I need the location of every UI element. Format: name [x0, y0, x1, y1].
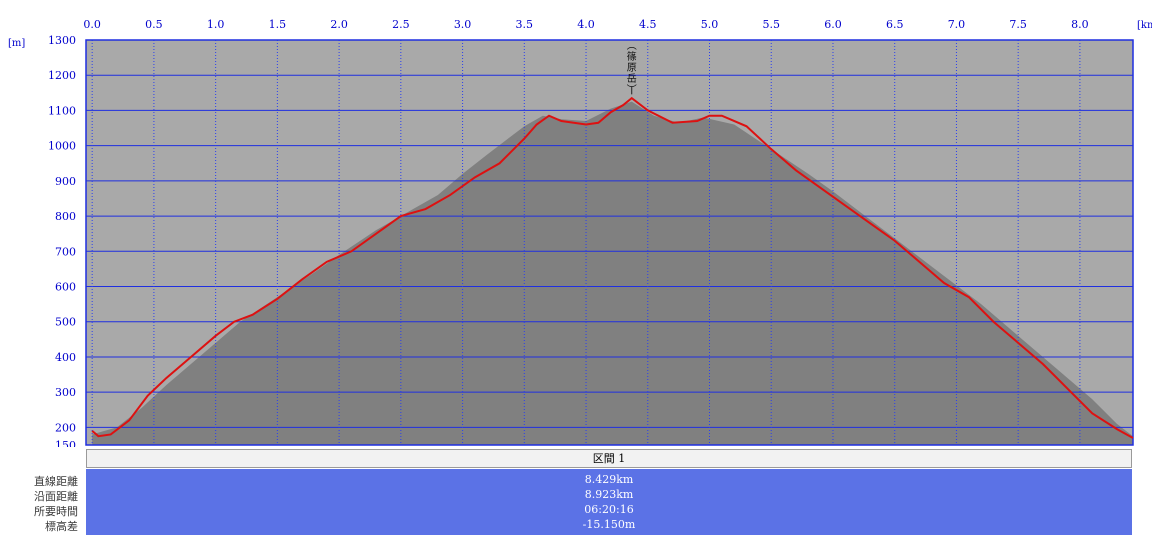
x-tick-label: 3.5 — [516, 18, 534, 31]
section-header[interactable]: 区間 1 — [86, 449, 1132, 468]
x-tick-label: 4.5 — [639, 18, 657, 31]
summit-label-char: 篠 — [627, 50, 637, 63]
x-tick-label: 7.0 — [948, 18, 966, 31]
summit-label-char: 岳 — [627, 73, 637, 85]
x-tick-label: 1.5 — [269, 18, 287, 31]
y-tick-label: 400 — [55, 351, 76, 364]
x-tick-label: 7.5 — [1009, 18, 1027, 31]
section-values-panel: 8.429km 8.923km 06:20:16 -15.150m — [86, 469, 1132, 535]
route-elevation-line — [91, 96, 1134, 439]
x-tick-label: 0.5 — [145, 18, 163, 31]
elevation-difference-label: 標高差 — [45, 520, 78, 533]
summit-label-paren-close: ︶ — [627, 84, 637, 96]
summit-label-char: 原 — [627, 62, 637, 74]
x-tick-label: 8.0 — [1071, 18, 1089, 31]
y-tick-label: 800 — [55, 210, 76, 223]
y-tick-label: 150 — [55, 439, 76, 447]
section-summary-panel: 区間 1 直線距離 沿面距離 所要時間 標高差 8.429km 8.923km … — [0, 447, 1152, 535]
x-tick-label: 6.0 — [824, 18, 842, 31]
y-unit-label: [m] — [8, 38, 25, 49]
surface-distance-label: 沿面距離 — [34, 490, 78, 503]
y-tick-label: 1200 — [48, 69, 76, 82]
x-tick-label: 6.5 — [886, 18, 904, 31]
required-time-label: 所要時間 — [34, 505, 78, 518]
x-tick-label: 2.0 — [330, 18, 348, 31]
y-tick-label: 1300 — [48, 34, 76, 47]
x-tick-label: 0.0 — [83, 18, 101, 31]
surface-distance-value: 8.923km — [584, 488, 634, 501]
elevation-profile-chart: 1300 1200 1100 1000 900 800 700 600 500 400 300 200… — [8, 18, 1152, 447]
y-tick-label: 700 — [55, 245, 76, 258]
y-tick-label: 1100 — [48, 104, 76, 117]
straight-distance-label: 直線距離 — [34, 475, 78, 488]
y-tick-label: 600 — [55, 281, 76, 294]
x-tick-label: 2.5 — [392, 18, 410, 31]
summit-label-paren-open: ︵ — [627, 41, 637, 52]
terrain-profile-area — [92, 101, 1134, 445]
x-tick-label: 3.0 — [454, 18, 472, 31]
x-tick-label: 4.0 — [577, 18, 595, 31]
y-tick-label: 300 — [55, 386, 76, 399]
y-tick-label: 200 — [55, 421, 76, 434]
required-time-value: 06:20:16 — [584, 503, 634, 516]
x-tick-label: 5.5 — [762, 18, 780, 31]
y-tick-label: 1000 — [48, 140, 76, 153]
x-tick-label: 1.0 — [207, 18, 225, 31]
straight-distance-value: 8.429km — [584, 473, 634, 486]
plot-frame — [85, 39, 1134, 446]
x-unit-label: [km] — [1137, 20, 1152, 31]
y-tick-label: 500 — [55, 316, 76, 329]
elevation-difference-value: -15.150m — [582, 518, 636, 531]
y-tick-label: 900 — [55, 175, 76, 188]
x-tick-label: 5.0 — [701, 18, 719, 31]
